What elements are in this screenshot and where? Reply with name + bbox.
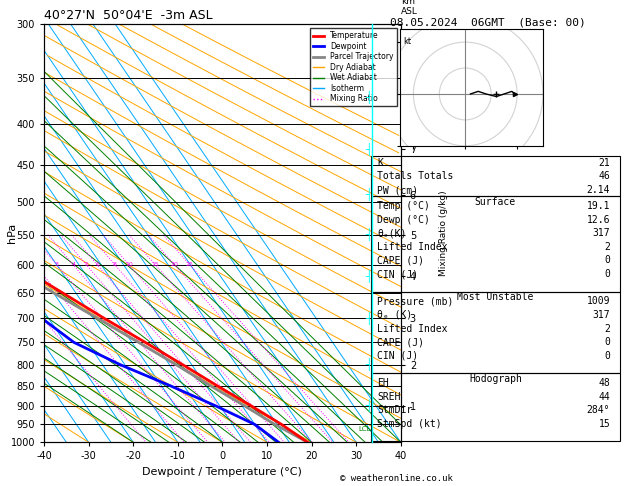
Text: ┤: ┤ — [365, 228, 372, 241]
Text: © weatheronline.co.uk: © weatheronline.co.uk — [340, 474, 453, 483]
Text: StmDir: StmDir — [377, 405, 413, 415]
Text: 4: 4 — [71, 262, 75, 267]
Text: Mixing Ratio (g/kg): Mixing Ratio (g/kg) — [439, 191, 448, 276]
Text: kt: kt — [403, 37, 411, 46]
Text: 3: 3 — [55, 262, 59, 267]
Text: PW (cm): PW (cm) — [377, 185, 418, 195]
Text: 0: 0 — [604, 351, 610, 361]
Text: 2.14: 2.14 — [587, 185, 610, 195]
Text: 0: 0 — [604, 337, 610, 347]
Text: 25: 25 — [186, 262, 194, 267]
Text: ┤: ┤ — [365, 188, 372, 201]
Text: CIN (J): CIN (J) — [377, 269, 418, 279]
Text: 08.05.2024  06GMT  (Base: 00): 08.05.2024 06GMT (Base: 00) — [390, 17, 586, 27]
Text: StmSpd (kt): StmSpd (kt) — [377, 419, 442, 429]
Text: hPa: hPa — [7, 223, 17, 243]
Text: Hodograph: Hodograph — [469, 374, 522, 384]
Text: 15: 15 — [598, 419, 610, 429]
Legend: Temperature, Dewpoint, Parcel Trajectory, Dry Adiabat, Wet Adiabat, Isotherm, Mi: Temperature, Dewpoint, Parcel Trajectory… — [309, 28, 397, 106]
Text: 5: 5 — [84, 262, 89, 267]
Text: EH: EH — [377, 378, 389, 388]
Text: 317: 317 — [593, 228, 610, 238]
Text: ┤: ┤ — [365, 90, 372, 104]
Text: ┤: ┤ — [365, 143, 372, 156]
Text: K: K — [377, 158, 383, 168]
Text: 0: 0 — [604, 269, 610, 279]
X-axis label: Dewpoint / Temperature (°C): Dewpoint / Temperature (°C) — [142, 467, 303, 477]
Text: ┤: ┤ — [365, 312, 372, 325]
Text: 6: 6 — [96, 262, 99, 267]
Text: 48: 48 — [598, 378, 610, 388]
Text: 40°27'N  50°04'E  -3m ASL: 40°27'N 50°04'E -3m ASL — [44, 9, 213, 22]
Text: 2: 2 — [604, 324, 610, 333]
Text: 0: 0 — [604, 256, 610, 265]
Text: km
ASL: km ASL — [401, 0, 418, 16]
Text: 2: 2 — [604, 242, 610, 252]
Text: Surface: Surface — [475, 197, 516, 207]
Text: Lifted Index: Lifted Index — [377, 324, 448, 333]
Text: θₑ (K): θₑ (K) — [377, 310, 413, 320]
Text: Pressure (mb): Pressure (mb) — [377, 296, 454, 306]
Text: LCL: LCL — [408, 41, 423, 50]
Text: 10: 10 — [125, 262, 133, 267]
Text: Lifted Index: Lifted Index — [377, 242, 448, 252]
Text: 21: 21 — [598, 158, 610, 168]
Text: LCL: LCL — [359, 426, 371, 432]
Text: 46: 46 — [598, 172, 610, 181]
Text: 1009: 1009 — [587, 296, 610, 306]
Text: ┤: ┤ — [365, 358, 372, 371]
Text: 20: 20 — [170, 262, 179, 267]
Text: 44: 44 — [598, 392, 610, 401]
Text: 19.1: 19.1 — [587, 201, 610, 211]
Text: CAPE (J): CAPE (J) — [377, 337, 425, 347]
Text: CIN (J): CIN (J) — [377, 351, 418, 361]
Text: 15: 15 — [152, 262, 159, 267]
Text: CAPE (J): CAPE (J) — [377, 256, 425, 265]
Text: ┤: ┤ — [365, 270, 372, 283]
Text: SREH: SREH — [377, 392, 401, 401]
Text: Dewp (°C): Dewp (°C) — [377, 215, 430, 225]
Text: θₑ(K): θₑ(K) — [377, 228, 407, 238]
Text: 12.6: 12.6 — [587, 215, 610, 225]
Text: ┤: ┤ — [365, 399, 372, 412]
Text: Temp (°C): Temp (°C) — [377, 201, 430, 211]
Text: 8: 8 — [113, 262, 117, 267]
Text: Totals Totals: Totals Totals — [377, 172, 454, 181]
Text: Most Unstable: Most Unstable — [457, 293, 533, 302]
Text: 317: 317 — [593, 310, 610, 320]
Text: 284°: 284° — [587, 405, 610, 415]
